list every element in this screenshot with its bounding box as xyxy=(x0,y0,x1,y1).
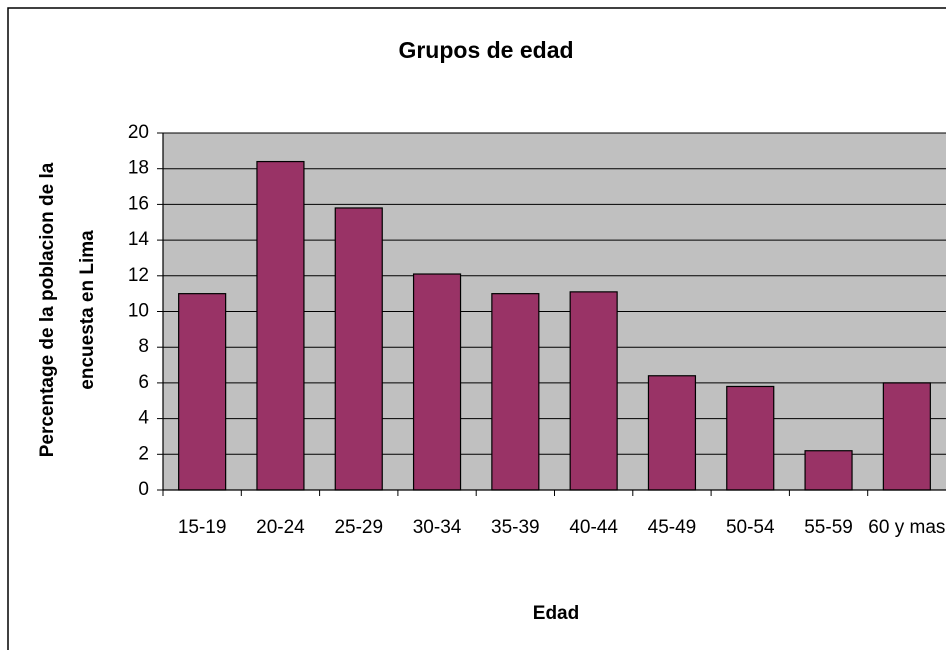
y-tick-label: 8 xyxy=(138,336,149,357)
x-tick-label: 50-54 xyxy=(726,517,775,538)
x-tick-label: 40-44 xyxy=(569,517,618,538)
bar xyxy=(726,385,775,491)
y-tick-label: 6 xyxy=(138,372,149,393)
x-tick-label: 35-39 xyxy=(491,517,540,538)
x-axis-label: Edad xyxy=(533,603,579,624)
x-tick-label: 20-24 xyxy=(256,517,305,538)
y-tick-label: 4 xyxy=(138,408,149,429)
bar xyxy=(334,207,383,491)
bar xyxy=(647,375,697,491)
y-axis-label: encuesta en Lima xyxy=(77,230,98,390)
x-tick-label: 15-19 xyxy=(178,517,227,538)
x-tick-label: 60 y mas xyxy=(868,517,945,538)
y-axis-label: Percentage de la poblacion de la xyxy=(37,162,58,457)
y-tick-label: 2 xyxy=(138,443,149,464)
bar xyxy=(491,293,540,491)
y-tick-label: 12 xyxy=(128,265,149,286)
bar xyxy=(882,382,931,491)
x-tick-label: 25-29 xyxy=(334,517,383,538)
bar xyxy=(804,450,853,491)
bar xyxy=(178,293,227,491)
y-tick-label: 20 xyxy=(128,122,149,143)
bar xyxy=(256,160,305,491)
y-tick-label: 18 xyxy=(128,158,149,179)
y-axis-label-group: Percentage de la poblacion de la encuest… xyxy=(37,162,98,457)
x-tick-label: 55-59 xyxy=(804,517,853,538)
y-tick-label: 14 xyxy=(128,229,150,250)
chart-title: Grupos de edad xyxy=(398,37,573,63)
bar xyxy=(569,291,618,491)
y-tick-label: 16 xyxy=(128,193,149,214)
bar xyxy=(412,273,462,491)
y-tick-label: 10 xyxy=(128,301,149,322)
x-tick-label: 45-49 xyxy=(648,517,697,538)
x-tick-label: 30-34 xyxy=(413,517,462,538)
y-tick-label: 0 xyxy=(138,479,149,500)
